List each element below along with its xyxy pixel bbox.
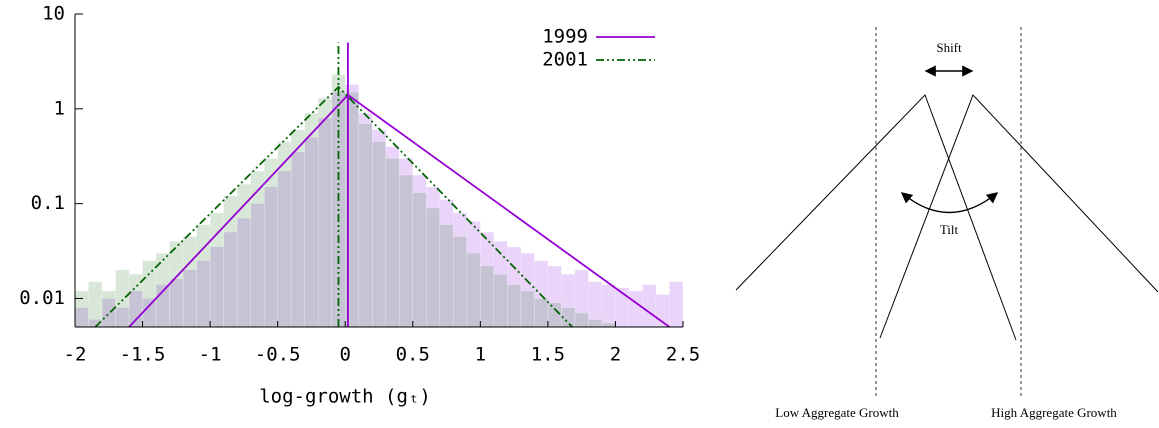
histogram-bar <box>236 218 251 327</box>
histogram-bar <box>561 274 576 327</box>
histogram-bar <box>236 184 251 327</box>
x-tick-label: 1 <box>475 344 486 366</box>
histogram-bar <box>480 265 495 327</box>
histogram-bar <box>101 290 116 327</box>
y-tick-label: 0.01 <box>19 287 65 309</box>
histogram-bar <box>223 195 238 327</box>
x-tick-label: 2 <box>610 344 621 366</box>
low-tent <box>735 94 1017 341</box>
histogram-bar <box>371 141 387 327</box>
y-tick-label: 0.1 <box>31 192 65 214</box>
histogram-bar <box>385 146 400 327</box>
histogram-bar <box>426 207 441 327</box>
tilt-arrow <box>900 192 999 214</box>
histogram-bar <box>426 186 441 327</box>
bars <box>75 74 683 327</box>
histogram-bar <box>574 312 589 327</box>
high-growth-label: High Aggregate Growth <box>991 405 1117 420</box>
histogram-bar <box>628 290 643 327</box>
x-tick-label: -0.5 <box>255 344 301 366</box>
histogram-bar <box>588 319 603 327</box>
histogram-bar <box>128 290 143 327</box>
x-tick-label: -2 <box>64 344 87 366</box>
histogram-bar <box>601 322 616 327</box>
histogram-bar <box>601 284 616 327</box>
histogram-bar <box>439 224 454 327</box>
histogram-bar <box>412 174 427 327</box>
x-tick-label: 0 <box>339 344 350 366</box>
histogram-bar <box>385 158 400 327</box>
histogram-bar <box>358 112 373 327</box>
histogram-bar <box>358 123 373 327</box>
histogram-bar <box>520 252 535 327</box>
histogram-bar <box>209 246 224 327</box>
fit-line <box>94 85 573 327</box>
histogram-bar <box>128 274 143 327</box>
histogram-bar <box>75 290 89 327</box>
low-growth-label: Low Aggregate Growth <box>775 405 899 420</box>
x-tick-label: 2.5 <box>666 344 700 366</box>
histogram-bar <box>480 231 495 327</box>
histogram-bar <box>290 129 305 327</box>
histogram-bar <box>196 224 211 327</box>
histogram-bar <box>493 241 508 327</box>
histogram-bar <box>493 274 508 327</box>
histogram-bar <box>399 174 414 327</box>
legend-label: 1999 <box>542 26 588 48</box>
histogram-bar <box>642 284 657 327</box>
y-tick-label: 10 <box>42 3 65 25</box>
y-tick-label: 1 <box>54 97 65 119</box>
histogram-bar <box>507 284 522 327</box>
histogram-bar <box>534 298 549 327</box>
legend-label: 2001 <box>542 49 588 71</box>
lines <box>94 42 671 327</box>
histogram-bar <box>466 252 481 327</box>
histogram-bar <box>304 137 319 327</box>
histogram-bar <box>169 241 184 327</box>
histogram-bar <box>520 290 535 327</box>
histogram-bar <box>277 170 292 327</box>
histogram-bar <box>88 281 103 327</box>
histogram-bar <box>250 170 265 327</box>
histogram-bar <box>182 236 197 327</box>
histogram-bar <box>453 236 468 327</box>
x-tick-label: 1.5 <box>531 344 565 366</box>
histogram-bar <box>263 158 278 327</box>
histogram-bar <box>669 281 683 327</box>
histogram-bar <box>277 141 292 327</box>
histogram-bar <box>115 269 130 327</box>
histogram-bar <box>304 112 319 327</box>
histogram-bar <box>507 246 522 327</box>
x-tick-label: -1.5 <box>120 344 166 366</box>
histogram-bar <box>290 151 305 327</box>
histogram-bar <box>142 260 157 327</box>
histogram-bar <box>263 186 278 327</box>
shift-label: Shift <box>936 40 962 55</box>
histogram-bar <box>223 231 238 327</box>
x-axis-label: log-growth (gₜ) <box>259 386 431 408</box>
high-tent <box>879 94 1159 339</box>
histogram-bar <box>547 302 562 327</box>
x-tick-label: -1 <box>199 344 222 366</box>
histogram-chart: log-growth (gₜ) 0.01 0.1 1 10 -2 -1.5 -1 -0.5 0 0… <box>19 3 700 408</box>
tilt-label: Tilt <box>940 222 959 237</box>
diagram <box>735 27 1159 398</box>
histogram-bar <box>399 158 414 327</box>
x-tick-label: 0.5 <box>396 344 430 366</box>
histogram-bar <box>412 192 427 327</box>
histogram-bar <box>317 97 332 327</box>
histogram-bar <box>250 203 265 327</box>
histogram-bar <box>88 319 103 327</box>
